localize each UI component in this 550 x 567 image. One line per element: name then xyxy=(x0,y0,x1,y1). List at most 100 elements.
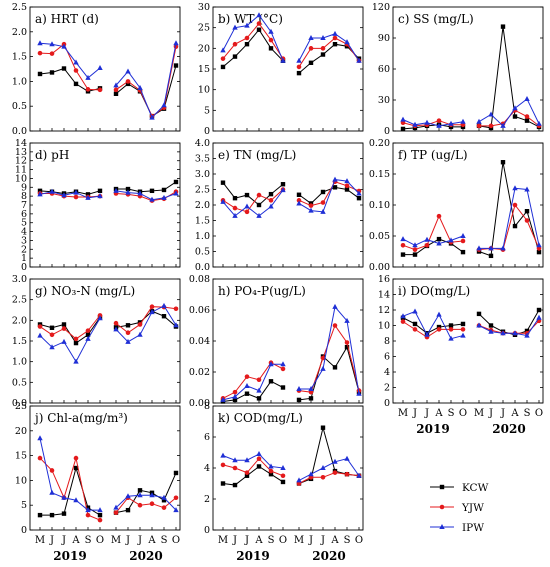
y-tick-label: 0.0 xyxy=(12,126,27,137)
y-tick-label: 12 xyxy=(378,305,390,316)
data-point xyxy=(256,451,262,457)
series-ipw xyxy=(400,95,542,128)
data-point xyxy=(344,345,350,350)
panel-j: 0 5 10 15 20 25 j) Chl-a(mg/m³) xyxy=(15,401,181,536)
data-point xyxy=(256,27,262,32)
y-tick-label: 6 xyxy=(384,352,390,363)
panel-title: a) HRT (d) xyxy=(35,12,99,26)
series-kcw xyxy=(220,27,362,76)
data-point xyxy=(37,332,43,338)
data-point xyxy=(161,314,167,319)
series-ipw xyxy=(37,40,179,120)
data-point xyxy=(232,397,238,403)
data-point xyxy=(412,308,418,314)
data-point xyxy=(332,35,338,41)
data-point xyxy=(73,465,79,471)
legend-label: YJW xyxy=(461,502,484,514)
y-tick-label: 0.20 xyxy=(369,138,390,149)
panel-title: c) SS (mg/L) xyxy=(398,12,474,26)
y-tick-label: 12 xyxy=(15,156,27,167)
month-label: S xyxy=(344,535,351,546)
data-point xyxy=(220,396,226,402)
y-tick-label: 4 xyxy=(21,227,27,238)
data-point xyxy=(244,42,250,47)
data-point xyxy=(320,52,326,57)
data-point xyxy=(173,190,179,196)
data-point xyxy=(400,126,406,132)
data-point xyxy=(113,504,119,510)
data-point xyxy=(232,41,238,47)
series-line-2019 xyxy=(222,363,283,401)
y-tick-label: 3.0 xyxy=(195,169,210,180)
series-line-2019 xyxy=(222,189,284,213)
series-line-2019 xyxy=(39,42,101,79)
series-yjw xyxy=(37,189,179,203)
month-label: O xyxy=(535,408,543,419)
data-point xyxy=(256,396,262,401)
y-tick-label: 4 xyxy=(204,463,210,474)
data-point xyxy=(436,122,442,128)
y-tick-label: 1.5 xyxy=(12,52,27,63)
data-point xyxy=(500,122,506,128)
data-point xyxy=(412,247,418,252)
data-point xyxy=(500,160,506,165)
data-point xyxy=(244,209,250,215)
data-point xyxy=(400,236,406,242)
y-tick-label: 0.00 xyxy=(189,398,210,409)
data-point xyxy=(244,35,250,41)
data-point xyxy=(85,335,91,341)
data-point xyxy=(436,236,442,242)
y-tick-label: 1.5 xyxy=(195,216,210,227)
data-point xyxy=(73,336,79,342)
series-line-2020 xyxy=(115,43,177,119)
data-point xyxy=(524,209,530,214)
y-tick-label: 3.0 xyxy=(12,274,27,285)
series-ipw xyxy=(400,185,542,251)
series-line-2020 xyxy=(298,472,360,484)
data-point xyxy=(476,245,482,251)
series-line-2020 xyxy=(298,458,360,481)
data-point xyxy=(256,12,262,18)
month-label: M xyxy=(218,535,228,546)
series-line-2020 xyxy=(479,109,540,127)
y-tick-label: 0 xyxy=(384,126,390,137)
y-tick-label: 0 xyxy=(204,525,210,536)
data-point xyxy=(536,307,542,313)
data-point xyxy=(149,114,155,120)
data-point xyxy=(536,314,542,320)
data-point xyxy=(161,505,167,510)
data-point xyxy=(268,28,274,34)
data-point xyxy=(37,191,43,197)
month-label: J xyxy=(244,535,249,546)
data-point xyxy=(232,54,238,59)
month-label: M xyxy=(111,535,121,546)
y-tick-label: 25 xyxy=(198,23,210,34)
data-point xyxy=(113,82,119,88)
data-point xyxy=(61,192,67,198)
month-label: O xyxy=(459,408,467,419)
y-tick-label: 6 xyxy=(21,209,27,220)
data-point xyxy=(113,187,119,193)
data-point xyxy=(113,91,119,96)
data-point xyxy=(149,492,155,498)
y-tick-label: 2 xyxy=(384,383,390,394)
data-point xyxy=(73,194,79,200)
data-point xyxy=(412,121,418,127)
data-point xyxy=(97,315,103,321)
panel-h: 0.00 0.02 0.04 0.06 0.08 h) PO₄-P(ug/L) xyxy=(189,274,364,409)
data-point xyxy=(256,192,262,198)
data-point xyxy=(85,328,91,333)
data-point xyxy=(220,452,226,458)
data-point xyxy=(476,118,482,124)
series-line-2020 xyxy=(298,37,360,68)
data-point xyxy=(85,332,91,337)
data-point xyxy=(460,249,466,255)
data-point xyxy=(220,64,226,70)
y-tick-label: 90 xyxy=(378,33,390,44)
data-point xyxy=(356,190,362,196)
data-point xyxy=(356,57,362,63)
series-line-2020 xyxy=(116,181,177,193)
month-label: J xyxy=(49,535,54,546)
